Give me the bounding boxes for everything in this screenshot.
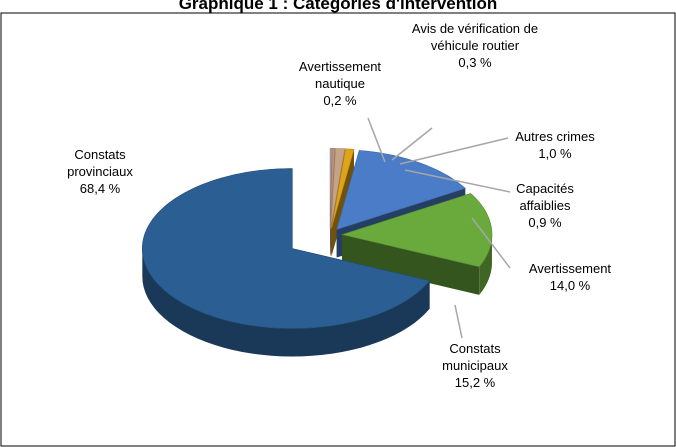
category-label: Constats provinciaux <box>67 147 133 179</box>
data-label: Capacités affaiblies 0,9 % <box>500 180 590 231</box>
leader-line <box>399 137 509 165</box>
pie-slice <box>340 193 493 268</box>
pie-slice <box>142 168 431 329</box>
value-label: 14,0 % <box>549 278 591 293</box>
data-label: Autres crimes 1,0 % <box>500 128 610 162</box>
pie-slice <box>329 148 336 229</box>
data-label: Avis de vérification de véhicule routier… <box>410 20 540 71</box>
category-label: Constats municipaux <box>442 341 508 373</box>
leader-line <box>391 127 433 161</box>
data-label: Avertissement nautique 0,2 % <box>275 58 405 109</box>
leader-line <box>404 169 511 193</box>
value-label: 0,9 % <box>528 215 562 230</box>
slice-side <box>142 248 430 357</box>
category-label: Capacités affaiblies <box>516 181 574 213</box>
leader-line <box>471 217 511 269</box>
category-label: Avertissement <box>528 261 612 276</box>
category-label: Avertissement nautique <box>298 59 382 91</box>
data-label: Constats provinciaux 68,4 % <box>40 146 160 197</box>
value-label: 1,0 % <box>538 146 572 161</box>
data-label: Constats municipaux 15,2 % <box>420 340 530 391</box>
slice-cut-face <box>341 234 480 295</box>
data-label: Avertissement 14,0 % <box>515 260 625 294</box>
value-label: 68,4 % <box>79 181 121 196</box>
leader-line <box>454 304 463 339</box>
pie-slice <box>331 148 355 229</box>
value-label: 15,2 % <box>454 375 496 390</box>
category-label: Avis de vérification de véhicule routier <box>411 21 539 53</box>
pie-slice <box>330 148 346 229</box>
value-label: 0,2 % <box>323 93 357 108</box>
value-label: 0,3 % <box>458 55 492 70</box>
leader-line <box>367 117 386 163</box>
chart-title: Graphique 1 : Catégories d'intervention <box>178 0 498 13</box>
category-label: Autres crimes <box>515 129 595 144</box>
slice-side <box>479 234 492 295</box>
